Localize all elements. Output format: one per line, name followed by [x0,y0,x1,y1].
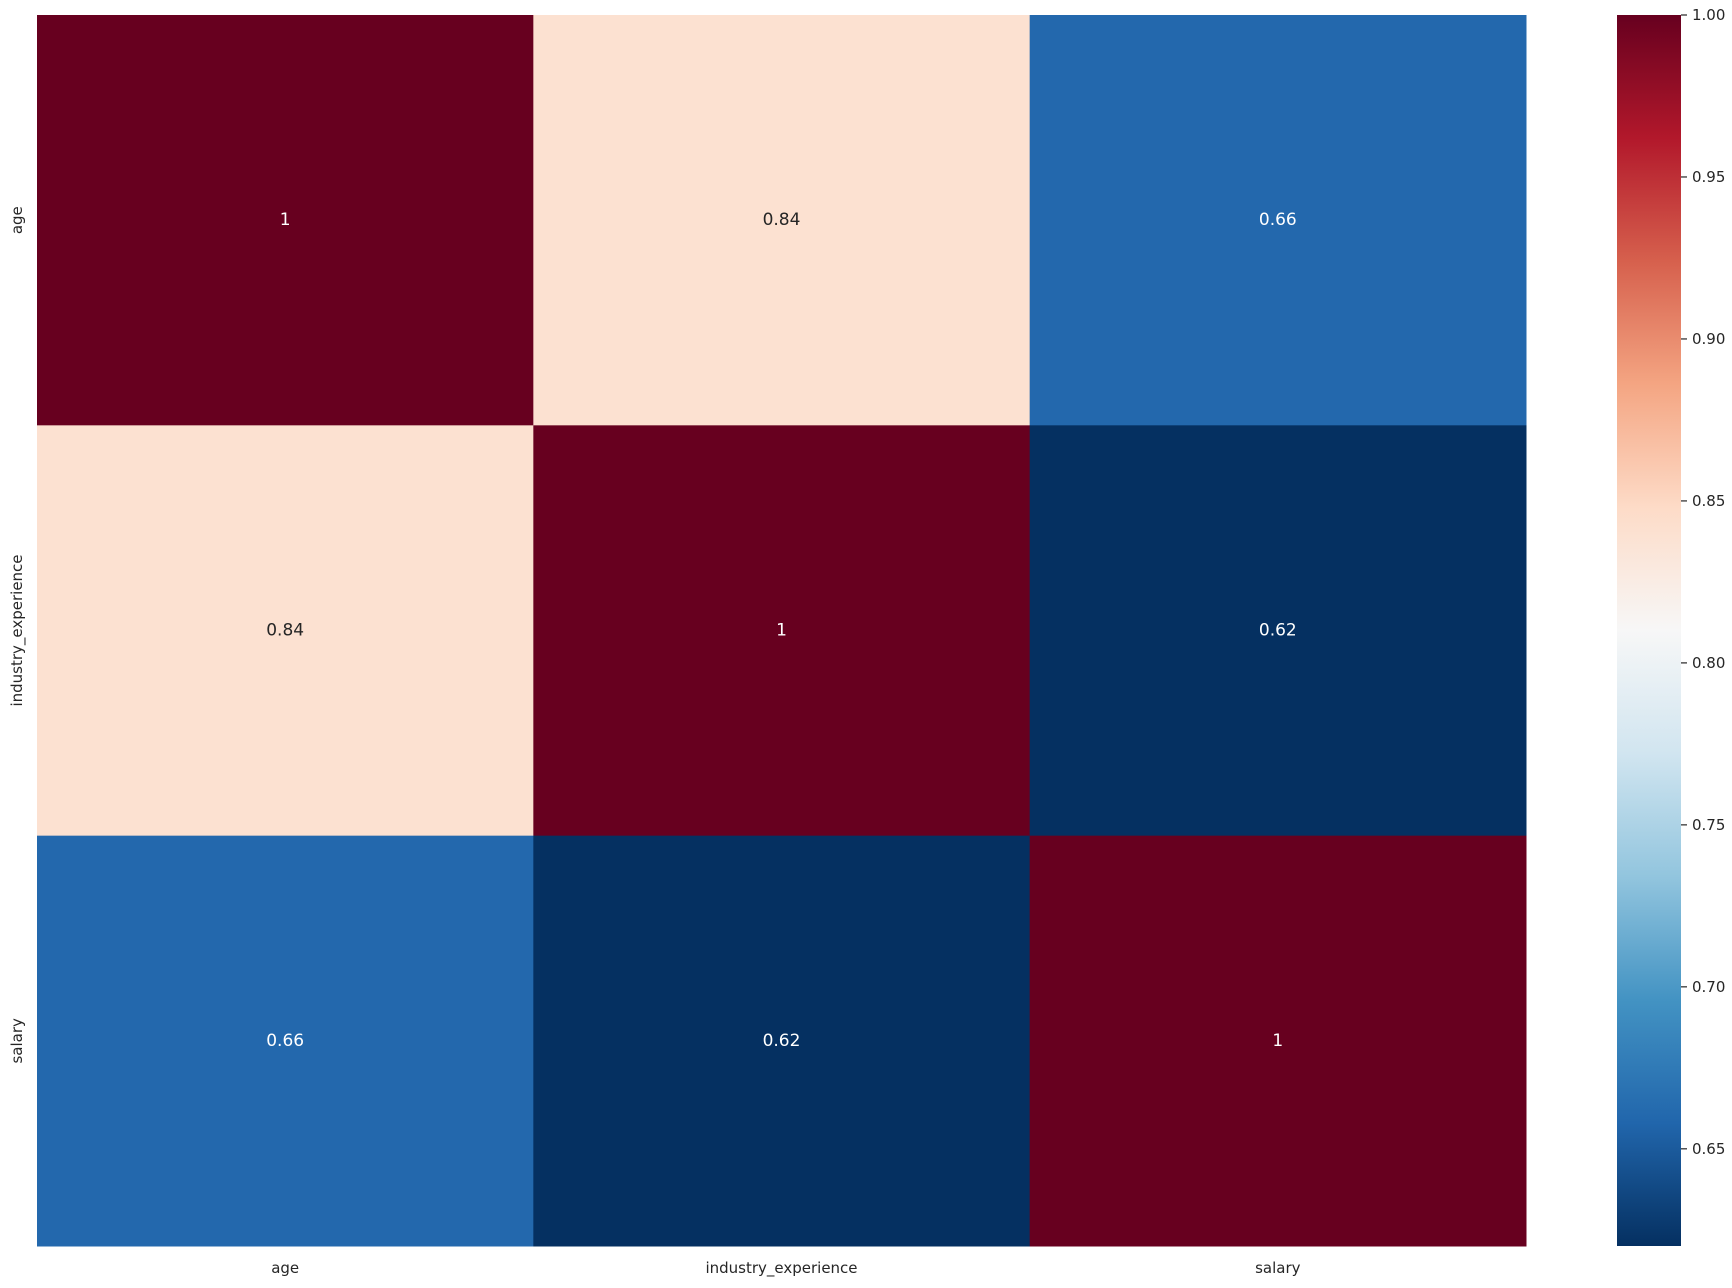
colorbar-tick-label: 1.00 [1692,6,1725,24]
colorbar: 0.65 0.70 0.75 0.80 0.85 0.90 0.95 1.00 [1617,6,1725,1246]
cell-value-label: 1 [1272,1031,1283,1051]
x-tick-label: salary [1255,1259,1301,1277]
cell-value-label: 1 [280,210,291,230]
colorbar-tick-label: 0.75 [1692,816,1725,834]
heatmap-cell [533,15,1031,426]
heatmap-cell [37,835,534,1247]
cell-value-label: 0.84 [763,210,801,230]
x-tick-label: age [271,1259,299,1277]
y-tick-label: age [8,206,26,234]
heatmap-cell [1029,835,1527,1247]
y-tick-label: industry_experience [8,554,27,706]
heatmap-cell [1029,15,1527,426]
y-tick-label: salary [8,1018,26,1064]
heatmap-cell [37,425,534,837]
colorbar-tick-label: 0.95 [1692,168,1725,186]
cell-value-label: 1 [776,621,787,641]
heatmap-cell-labels: 1 0.84 0.66 0.84 1 0.62 0.66 0.62 1 [266,210,1297,1051]
cell-value-label: 0.84 [266,621,304,641]
heatmap-cell [37,15,534,426]
cell-value-label: 0.66 [1259,210,1297,230]
x-axis-ticks: age industry_experience salary [271,1259,1300,1278]
cell-value-label: 0.62 [763,1031,801,1051]
cell-value-label: 0.62 [1259,621,1297,641]
colorbar-tick-label: 0.65 [1692,1140,1725,1158]
heatmap-cells [37,15,1527,1247]
x-tick-label: industry_experience [705,1259,857,1278]
colorbar-gradient [1617,15,1681,1246]
colorbar-tick-label: 0.90 [1692,330,1725,348]
heatmap-cell [533,835,1031,1247]
colorbar-tick-label: 0.70 [1692,978,1725,996]
cell-value-label: 0.66 [266,1031,304,1051]
colorbar-tick-label: 0.85 [1692,492,1725,510]
heatmap-cell [533,425,1031,837]
heatmap-cell [1029,425,1527,837]
colorbar-tick-label: 0.80 [1692,654,1725,672]
